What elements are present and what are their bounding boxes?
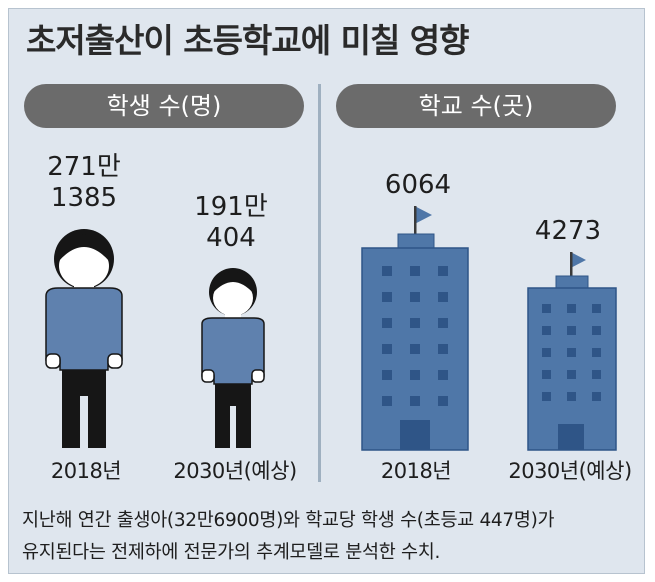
students-2030-value-line1: 191만 — [194, 192, 268, 222]
flag-icon — [414, 206, 432, 238]
students-2018-value-line2: 1385 — [50, 183, 118, 213]
students-header: 학생 수(명) — [24, 84, 304, 128]
schools-2018-year: 2018년 — [380, 459, 452, 483]
infographic-title: 초저출산이 초등학교에 미칠 영향 — [26, 21, 470, 60]
schools-2018-value: 6064 — [384, 170, 452, 200]
schools-header: 학교 수(곳) — [336, 84, 616, 128]
schools-2030-year: 2030년(예상) — [508, 459, 632, 483]
footnote-line2: 유지된다는 전제하에 전문가의 추계모델로 분석한 수치. — [22, 542, 441, 563]
students-2018-value-line1: 271만 — [47, 152, 121, 182]
flag-icon — [570, 252, 586, 280]
school-building-icon — [361, 206, 469, 451]
footnote-line1: 지난해 연간 출생아(32만6900명)와 학교당 학생 수(초등교 447명)… — [22, 510, 555, 531]
schools-2030-value: 4273 — [534, 216, 602, 246]
student-figure-icon — [45, 229, 123, 448]
students-2018-year: 2018년 — [50, 459, 122, 483]
students-2018-value: 271만 1385 — [40, 152, 128, 214]
panel-divider — [318, 84, 321, 482]
students-2030-year: 2030년(예상) — [173, 459, 297, 483]
school-building-icon — [527, 252, 617, 451]
student-figure-icon — [201, 268, 265, 448]
students-2030-value: 191만 404 — [188, 192, 274, 254]
students-2030-value-line2: 404 — [206, 223, 256, 253]
